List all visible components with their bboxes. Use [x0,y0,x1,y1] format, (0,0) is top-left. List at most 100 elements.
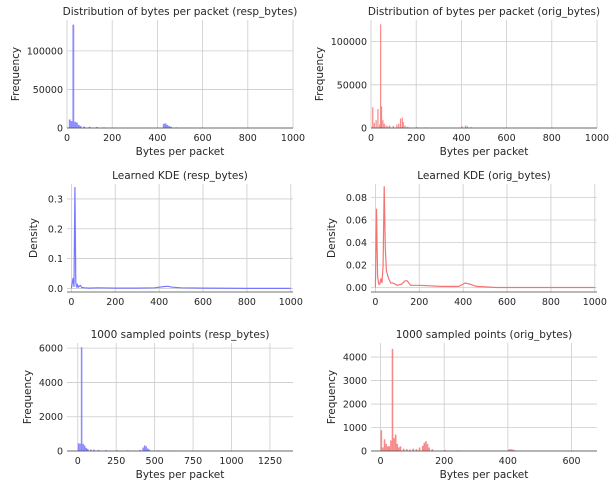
histogram-bar [164,123,167,128]
histogram-bar [386,446,389,451]
histogram-bar [428,447,430,451]
histogram-bar [97,449,100,451]
histogram-bar [465,125,467,128]
histogram-bar [170,126,172,128]
histogram-bar [423,442,426,451]
y-tick-label: 50000 [33,85,63,96]
histogram-bar [68,119,71,128]
y-tick-label: 0 [57,124,63,135]
histogram-bar [82,443,84,451]
x-tick-label: 600 [562,456,580,467]
histogram-bar [402,448,405,451]
x-tick-label: 600 [498,297,516,308]
histogram-bar [70,121,73,128]
histogram-bar [90,449,92,451]
histogram-bar [377,108,379,128]
histogram-bar [146,448,149,451]
x-tick-label: 1000 [281,133,305,144]
y-tick-label: 2000 [343,400,367,411]
y-tick-label: 0 [57,447,63,458]
kde-line [70,186,291,289]
y-tick-label: 2000 [39,412,63,423]
histogram-bar [401,117,403,128]
histogram-bar [398,447,400,451]
x-tick-label: 400 [499,456,517,467]
x-tick-label: 600 [194,297,212,308]
x-tick-label: 0 [64,133,70,144]
x-tick-label: 1000 [585,133,609,144]
histogram-bar [72,24,75,128]
chart-4: 0 200 400 600 800 1000 0.00 0.02 0.04 0.06 0.08 Lea… [326,170,607,308]
x-tick-label: 0 [372,297,378,308]
y-tick-label: 0.06 [346,216,367,227]
x-tick-label: 1250 [258,456,282,467]
histogram-bar [421,445,424,451]
x-tick-label: 250 [107,456,125,467]
y-tick-label: 3000 [343,376,367,387]
y-axis-label: Frequency [22,370,34,424]
histogram-bar [425,441,427,451]
y-tick-label: 50000 [337,80,367,91]
histogram-bar [383,439,386,451]
y-tick-label: 0.3 [48,194,63,205]
x-tick-label: 1000 [583,297,607,308]
histogram-bar [372,107,374,128]
x-tick-label: 800 [238,297,256,308]
histogram-bar [80,347,83,451]
histogram-bar [391,348,394,451]
chart-3: 0 200 400 600 800 1000 0.0 0.1 0.2 0.3 Learned KDE… [28,170,303,308]
histogram-bar [380,430,383,451]
y-tick-label: 0.00 [346,283,367,294]
histogram-bar [83,445,86,451]
histogram-bar [389,125,391,128]
histogram-bar [142,447,144,451]
histogram-bar [382,120,384,128]
chart-1: 0 200 400 600 800 1000 0 50000 100000 Distributio… [10,6,305,158]
x-tick-label: 200 [103,133,121,144]
histogram-bar [385,443,387,451]
x-axis-label: Bytes per packet [440,469,529,481]
histogram-bar [148,449,151,451]
histogram-bar [382,447,384,451]
y-axis-label: Density [28,218,40,258]
y-tick-label: 0.1 [48,254,63,265]
x-tick-label: 1000 [219,456,243,467]
chart-title: 1000 sampled points (resp_bytes) [91,329,270,341]
y-tick-label: 0.02 [346,261,367,272]
histogram-bar [168,126,171,128]
y-tick-label: 0 [361,124,367,135]
histogram-bar [470,127,472,128]
x-tick-label: 600 [498,133,516,144]
chart-title: Distribution of bytes per packet (orig_b… [368,6,600,18]
y-tick-label: 4000 [343,353,367,364]
x-tick-label: 200 [407,133,425,144]
y-axis-label: Density [326,218,338,258]
x-axis-label: Bytes per packet [136,469,225,481]
x-tick-label: 200 [106,297,124,308]
histogram-bar [396,443,399,451]
histogram-bar [406,449,408,451]
y-axis-label: Frequency [314,47,326,101]
histogram-bar [373,122,375,128]
histogram-bar [86,448,89,451]
histogram-bar [105,450,107,451]
histogram-bar [76,122,78,128]
histogram-bar [466,126,469,128]
histogram-bar [398,123,400,128]
histogram-bar [444,450,446,451]
histogram-bar [402,121,404,128]
x-tick-label: 400 [150,297,168,308]
x-tick-label: 400 [454,297,472,308]
y-tick-label: 0.04 [346,238,367,249]
histogram-bar [512,449,515,451]
histogram-bar [399,118,402,128]
histogram-bar [393,438,395,451]
x-tick-label: 600 [194,133,212,144]
histogram-bar [375,120,377,128]
histogram-bar [383,123,385,128]
histogram-bar [394,434,397,451]
chart-6: 0 200 400 600 0 1000 2000 3000 4000 1000 sampled … [326,329,597,481]
x-tick-label: 400 [452,133,470,144]
chart-5: 0 250 500 750 1000 1250 0 2000 4000 6000 1000 samp… [22,329,293,481]
histogram-bar [166,124,169,128]
